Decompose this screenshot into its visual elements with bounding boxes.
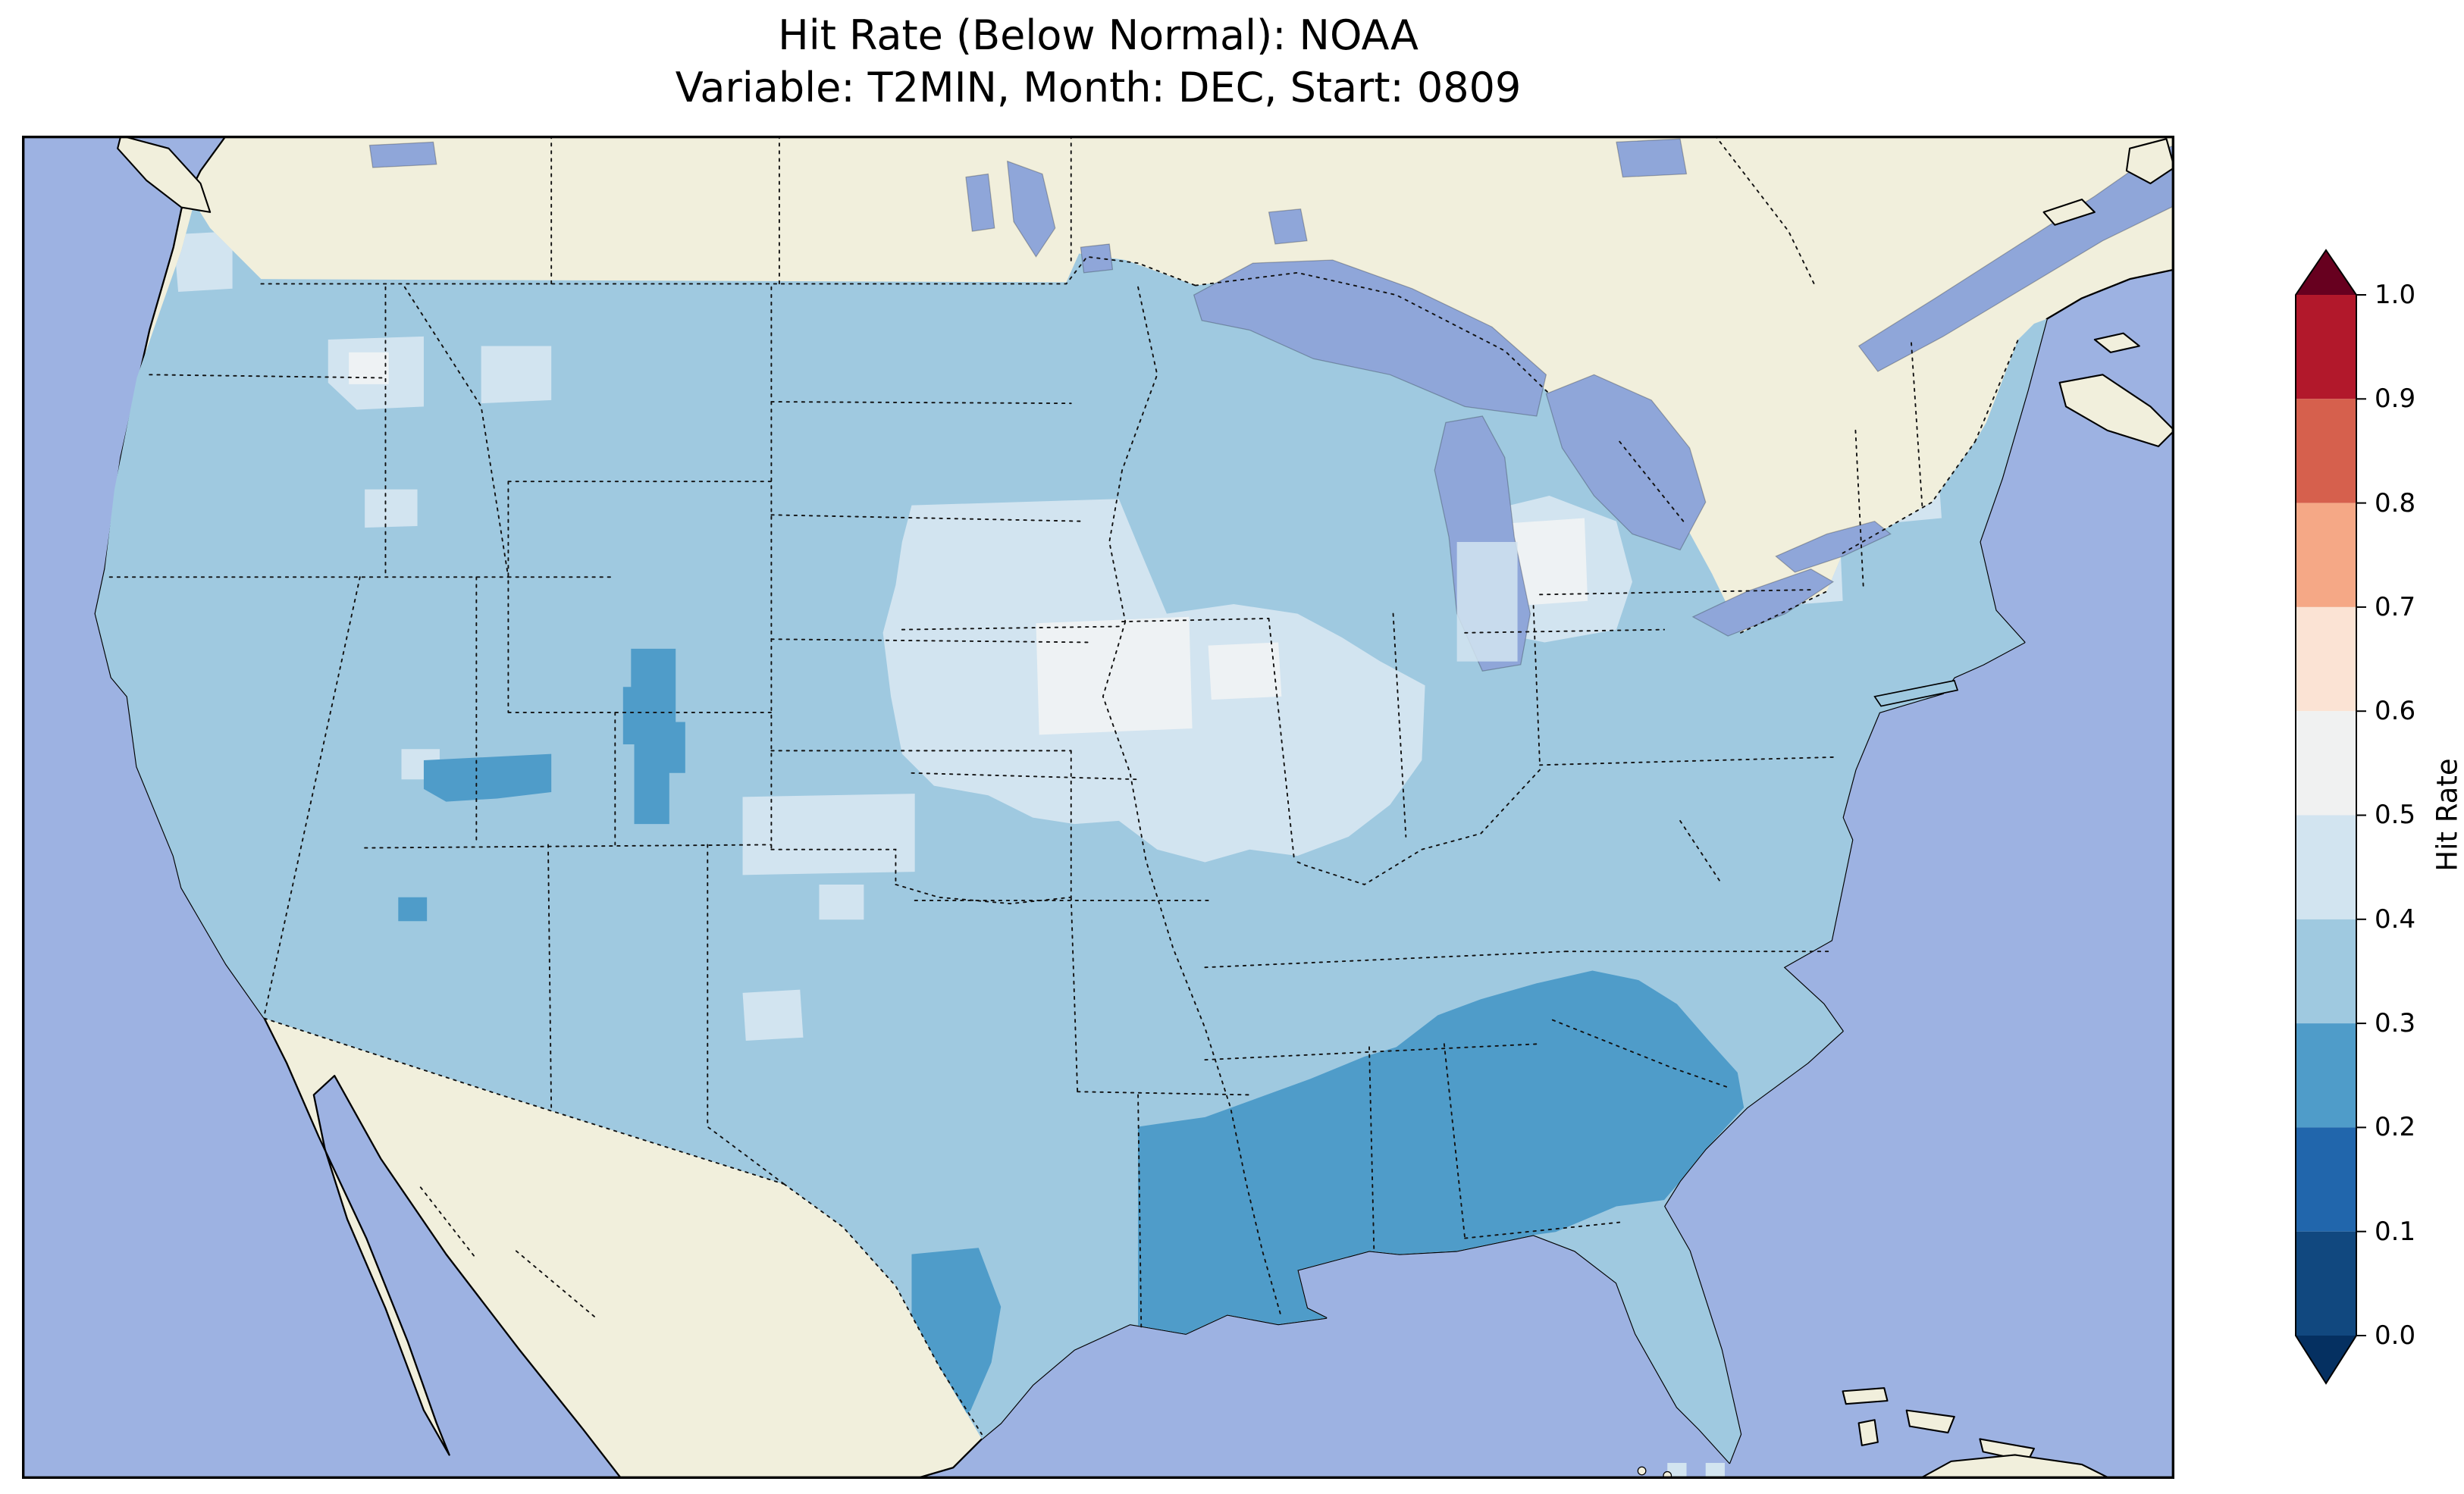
colorbar-bin [2296,711,2356,816]
colorbar-tick-label: 1.0 [2375,280,2416,310]
colorbar-tick-label: 0.0 [2375,1320,2416,1351]
lake-huron [1545,374,1707,551]
borders-southeast [1137,342,1923,1329]
florida-keys [1637,1466,1647,1476]
lake-superior [1193,259,1547,417]
us-hit-rate-map [22,136,2174,1479]
colorbar-tick-label: 0.9 [2375,384,2416,414]
st-lawrence-river [1857,144,2174,372]
colorbar-ticks [2356,294,2366,1336]
colorbar-bin [2296,1127,2356,1232]
colorbar-tick-label: 0.4 [2375,904,2416,935]
colorbar-over-arrow [2296,250,2356,295]
nova-scotia [2058,374,2174,447]
colorbar-tick-label: 0.1 [2375,1217,2416,1247]
colorbar-tick-label: 0.6 [2375,696,2416,726]
canadian-lake [1616,138,1688,178]
state-borders [108,136,2019,1436]
colorbar-bin [2296,399,2356,503]
colorbar-tick-label: 0.5 [2375,800,2416,830]
bahamas-island [1857,1419,1879,1446]
lake-winnipeg [1006,160,1056,258]
map-frame [22,136,2174,1479]
canadian-lake [368,141,437,168]
grid-patches-0_5-0_6 [349,352,1588,735]
colorbar-tick-label: 0.3 [2375,1008,2416,1038]
grid-cell-offshore [1667,1462,1687,1477]
colorbar-tick-label: 0.2 [2375,1112,2416,1142]
grid-cell-offshore [1705,1462,1725,1477]
bahamas-island [1905,1409,1955,1434]
long-island [1873,679,1959,707]
colorbar-bin [2296,1231,2356,1336]
cuba-coast [1918,1454,2111,1479]
grid-cell-over-lake [1456,542,1518,662]
lake-nipigon [1268,208,1308,245]
lake-ontario [1775,520,1892,573]
colorbar-bin [2296,1023,2356,1128]
islands [117,136,2174,1479]
colorbar-bin [2296,919,2356,1024]
borders-midwest [1102,286,1838,1319]
colorbar [2295,249,2366,1385]
borders-plains [770,401,1251,1096]
colorbar-tick-label: 0.7 [2375,592,2416,622]
newfoundland [2125,138,2174,185]
prince-edward-island [2093,332,2140,353]
colorbar-tick-label: 0.8 [2375,488,2416,518]
anticosti-island [2042,199,2096,226]
figure-title: Hit Rate (Below Normal): NOAA Variable: … [22,9,2174,114]
colorbar-bin [2296,815,2356,919]
colorbar-under-arrow [2296,1336,2356,1383]
title-line-1: Hit Rate (Below Normal): NOAA [778,11,1419,59]
vancouver-island [117,136,212,213]
borders-international [260,136,2019,1436]
title-line-2: Variable: T2MIN, Month: DEC, Start: 0809 [675,64,1522,112]
bahamas-island [1842,1387,1889,1405]
colorbar-bin [2296,295,2356,399]
borders-west [108,286,785,1185]
colorbar-bin [2296,606,2356,712]
colorbar-bin [2296,503,2356,607]
lake-manitoba [965,173,995,232]
colorbar-axis-label: Hit Rate [2431,758,2464,872]
